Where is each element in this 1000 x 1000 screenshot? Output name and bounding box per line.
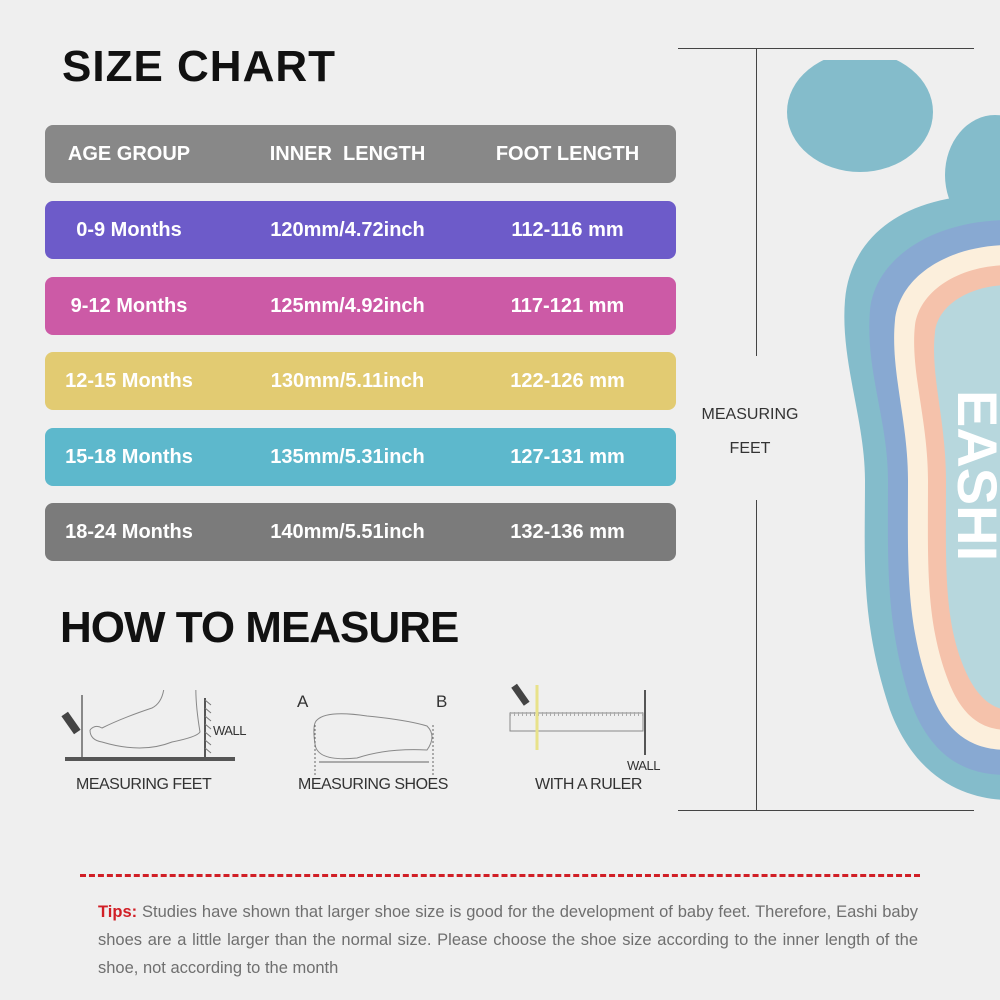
- tips-body: Studies have shown that larger shoe size…: [98, 903, 918, 977]
- tips-text: Tips: Studies have shown that larger sho…: [98, 898, 918, 982]
- tips-prefix: Tips:: [98, 903, 138, 921]
- foot-length-cell: 112-116 mm: [511, 219, 624, 241]
- wall-label: WALL: [627, 758, 660, 773]
- measure-line-bottom: [756, 500, 757, 810]
- foot-length-cell: 122-126 mm: [510, 370, 625, 392]
- measuring-shoes-illustration: [313, 713, 434, 775]
- table-row: 0-9 Months 120mm/4.72inch 112-116 mm: [45, 201, 676, 259]
- age-cell: 0-9 Months: [76, 219, 182, 241]
- point-b-label: B: [436, 692, 447, 711]
- how-to-measure-title: HOW TO MEASURE: [60, 603, 459, 652]
- header-foot-length: FOOT LENGTH: [495, 143, 640, 165]
- foot-logo-graphic: EASHI: [787, 60, 1000, 800]
- table-header: AGE GROUP INNER LENGTH FOOT LENGTH: [45, 125, 676, 183]
- foot-length-cell: 127-131 mm: [510, 446, 625, 468]
- point-a-label: A: [297, 692, 308, 711]
- ruler-illustration: [509, 683, 646, 755]
- table-row: 18-24 Months 140mm/5.51inch 132-136 mm: [45, 503, 676, 561]
- age-cell: 15-18 Months: [65, 446, 193, 468]
- foot-length-cell: 117-121 mm: [510, 295, 625, 317]
- tips-divider: [80, 874, 920, 877]
- inner-length-cell: 130mm/5.11inch: [270, 370, 425, 392]
- inner-length-cell: 120mm/4.72inch: [270, 219, 425, 241]
- inner-length-cell: 135mm/5.31inch: [270, 446, 425, 468]
- foot-length-cell: 132-136 mm: [510, 521, 625, 543]
- measuring-shoes-label: MEASURING SHOES: [298, 776, 448, 793]
- table-row: 15-18 Months 135mm/5.31inch 127-131 mm: [45, 428, 676, 486]
- inner-length-cell: 140mm/5.51inch: [270, 521, 425, 543]
- feet-label: FEET: [729, 440, 771, 457]
- measuring-feet-label: MEASURING FEET: [76, 776, 212, 793]
- brand-logo-text: EASHI: [946, 390, 1000, 561]
- table-row: 9-12 Months 125mm/4.92inch 117-121 mm: [45, 277, 676, 335]
- top-divider: [678, 48, 974, 49]
- page-title: SIZE CHART: [62, 42, 336, 91]
- with-a-ruler-label: WITH A RULER: [535, 776, 642, 793]
- inner-length-cell: 125mm/4.92inch: [270, 295, 425, 317]
- age-cell: 12-15 Months: [65, 370, 193, 392]
- bottom-divider: [678, 810, 974, 811]
- measuring-feet-illustration: [61, 690, 235, 761]
- measuring-label: MEASURING: [701, 406, 799, 423]
- age-cell: 9-12 Months: [70, 295, 188, 317]
- table-row: 12-15 Months 130mm/5.11inch 122-126 mm: [45, 352, 676, 410]
- header-age-group: AGE GROUP: [67, 143, 191, 165]
- age-cell: 18-24 Months: [65, 521, 193, 543]
- header-inner-length: INNER LENGTH: [269, 143, 426, 165]
- wall-label: WALL: [213, 723, 246, 738]
- measure-line-top: [756, 48, 757, 356]
